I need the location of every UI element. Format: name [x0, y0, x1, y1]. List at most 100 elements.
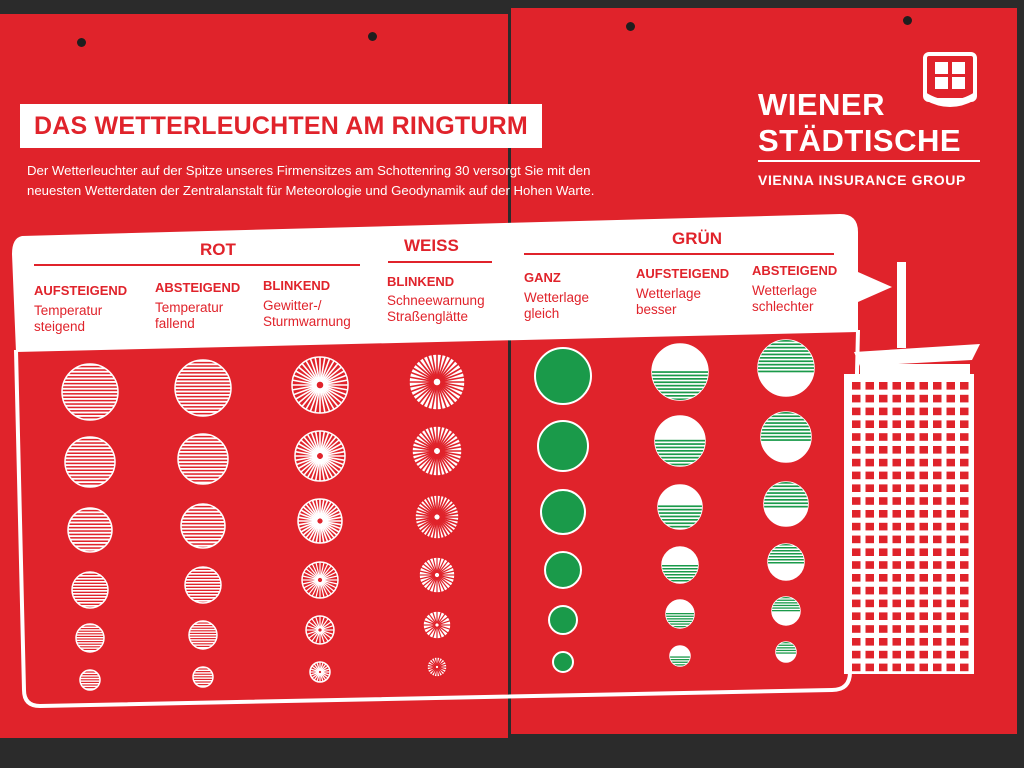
- tower-window: [960, 522, 969, 531]
- screw: [903, 16, 912, 25]
- tower-window: [852, 638, 861, 646]
- tower-window: [946, 663, 955, 672]
- screw: [368, 32, 377, 41]
- column-description: Wetterlage besser: [636, 286, 702, 317]
- column-mode: AUFSTEIGEND: [34, 283, 128, 298]
- tower-window: [919, 663, 928, 672]
- tower-window: [865, 382, 874, 390]
- tower-window: [892, 458, 901, 467]
- tower-window: [865, 548, 874, 556]
- tower-window: [852, 433, 861, 441]
- tower-window: [960, 471, 969, 480]
- tower-window: [906, 561, 915, 569]
- tower-window: [879, 561, 888, 569]
- group-heading-weiss: WEISS: [404, 236, 459, 255]
- light-white-blinking: [408, 353, 466, 411]
- tower-window: [865, 471, 874, 480]
- tower-window: [852, 650, 861, 659]
- light-green-falling: [763, 481, 809, 527]
- tower-window: [865, 433, 874, 441]
- light-white-blinking: [418, 556, 456, 594]
- tower-window: [892, 394, 901, 403]
- tower-window: [906, 458, 915, 467]
- tower-window: [852, 484, 861, 492]
- column-description: Gewitter-/Sturmwarnung: [263, 298, 351, 329]
- light-green-falling: [767, 543, 805, 581]
- tower-window: [960, 548, 969, 556]
- light-red-rising: [75, 623, 105, 653]
- column-description: Temperatur steigend: [34, 303, 103, 334]
- tower-window: [919, 522, 928, 531]
- tower-window: [879, 446, 888, 454]
- tower-window: [892, 599, 901, 608]
- tower-window: [852, 548, 861, 556]
- tower-window: [892, 510, 901, 518]
- tower-window: [892, 446, 901, 454]
- light-red-rising: [61, 363, 119, 421]
- tower-window: [865, 574, 874, 582]
- group-rule-gruen: [524, 253, 834, 255]
- tower-window: [906, 650, 915, 659]
- tower-window: [919, 407, 928, 416]
- tower-window: [933, 433, 942, 441]
- tower-window: [852, 561, 861, 569]
- tower-window: [906, 382, 915, 390]
- light-green-rising: [669, 645, 691, 667]
- tower-window: [906, 433, 915, 441]
- tower-window: [960, 484, 969, 492]
- tower-window: [879, 663, 888, 672]
- column-description: Temperatur fallend: [155, 300, 224, 331]
- light-green-solid: [548, 605, 578, 635]
- tower-window: [879, 625, 888, 633]
- tower-window: [933, 497, 942, 505]
- light-white-blinking: [411, 425, 463, 477]
- light-red-falling: [174, 359, 232, 417]
- tower-window: [906, 548, 915, 556]
- tower-window: [892, 433, 901, 441]
- tower-window: [946, 433, 955, 441]
- light-white-blinking: [426, 656, 448, 678]
- tower-window: [879, 548, 888, 556]
- tower-window: [892, 407, 901, 416]
- tower-window: [892, 484, 901, 492]
- tower-window: [906, 471, 915, 480]
- light-red-rising: [64, 436, 116, 488]
- screw: [626, 22, 635, 31]
- light-red-blinking: [305, 615, 335, 645]
- tower-window: [933, 394, 942, 403]
- tower-window: [865, 497, 874, 505]
- tower-roof: [854, 344, 980, 366]
- tower-window: [919, 548, 928, 556]
- column-mode: AUFSTEIGEND: [636, 266, 730, 281]
- tower-window: [933, 574, 942, 582]
- tower-window: [946, 458, 955, 467]
- tower-window: [933, 420, 942, 428]
- tower-window: [919, 625, 928, 633]
- tower-window: [946, 638, 955, 646]
- tower-window: [919, 420, 928, 428]
- tower-window: [919, 382, 928, 390]
- tower-window: [879, 407, 888, 416]
- tower-window: [919, 612, 928, 620]
- tower-window: [933, 586, 942, 595]
- light-red-blinking: [294, 430, 346, 482]
- tower-window: [946, 510, 955, 518]
- tower-window: [960, 420, 969, 428]
- tower-window: [933, 407, 942, 416]
- tower-window: [892, 548, 901, 556]
- tower-window: [919, 586, 928, 595]
- tower-window: [919, 535, 928, 544]
- tower-window: [879, 497, 888, 505]
- tower-window: [946, 612, 955, 620]
- tower-window: [960, 625, 969, 633]
- tower-window: [865, 510, 874, 518]
- tower-window: [960, 535, 969, 544]
- tower-window: [946, 586, 955, 595]
- tower-window: [946, 548, 955, 556]
- column-mode: ABSTEIGEND: [752, 263, 838, 278]
- tower-window: [960, 497, 969, 505]
- tower-window: [879, 638, 888, 646]
- tower-window: [919, 433, 928, 441]
- light-green-falling: [760, 411, 812, 463]
- logo-subtitle: VIENNA INSURANCE GROUP: [758, 172, 966, 188]
